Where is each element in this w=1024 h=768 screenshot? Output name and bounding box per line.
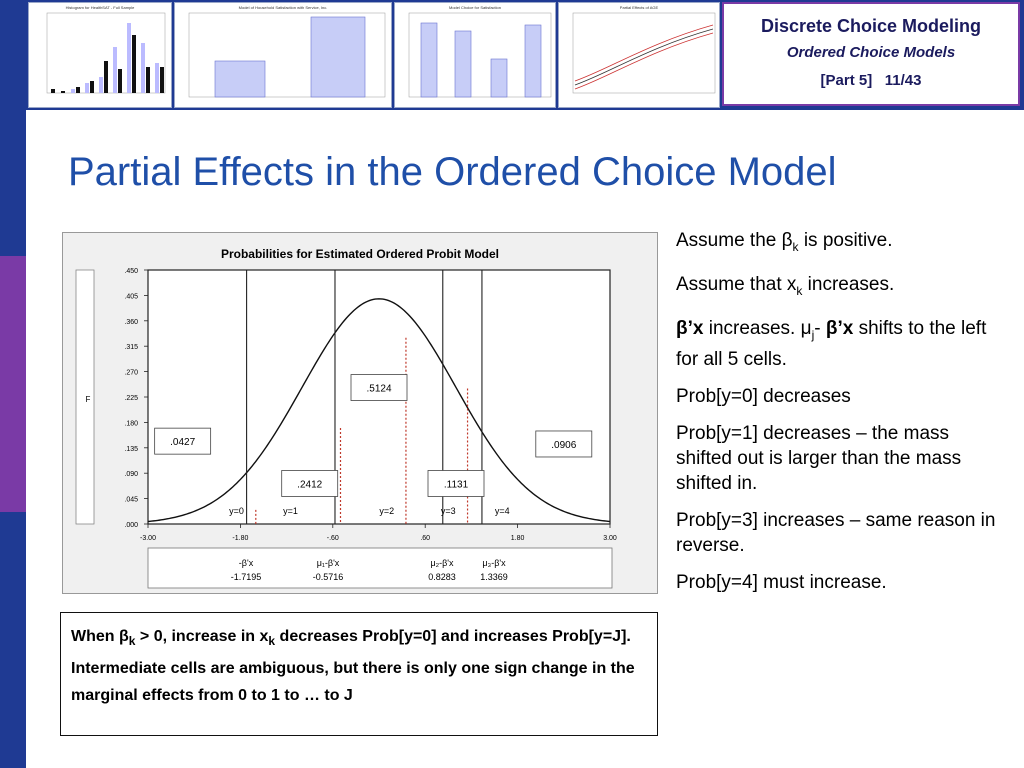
y-tick-label: .225 — [124, 395, 138, 402]
y-tick-label: .360 — [124, 319, 138, 326]
cell-label: y=2 — [379, 506, 394, 516]
threshold-label: μ₃-β'x — [482, 558, 506, 568]
y-tick-label: .405 — [124, 293, 138, 300]
cell-label: y=3 — [441, 506, 456, 516]
thumbnail-bar-chart — [408, 12, 552, 98]
cell-value-label: .1131 — [444, 479, 469, 490]
threshold-value: -0.5716 — [313, 572, 344, 582]
thumbnail-title: Model of Household Satisfaction with Ser… — [238, 5, 328, 10]
cell-label: y=4 — [495, 506, 510, 516]
y-tick-label: .045 — [124, 497, 138, 504]
density-curve — [147, 298, 611, 523]
text-run: shifts to the left for all 5 cells. — [676, 317, 987, 371]
threshold-label: -β'x — [239, 558, 254, 568]
text-run: - — [814, 317, 826, 339]
explanation-text: Assume the βk is positive. Assume that x… — [676, 228, 1006, 607]
deck-subtitle: Ordered Choice Models — [786, 44, 956, 61]
deck-part-page: [Part 5] 11/43 — [724, 72, 1018, 89]
cell-label: y=0 — [229, 506, 244, 516]
x-tick-label: -.60 — [327, 535, 339, 542]
threshold-legend-box — [147, 547, 613, 589]
explanation-line: Prob[y=4] must increase. — [676, 572, 887, 594]
x-tick-label: 3.00 — [603, 535, 617, 542]
thumbnail-model-choice: Model Choice for Satisfaction — [394, 2, 556, 108]
cell-value-box — [427, 470, 485, 497]
y-tick-label: .135 — [124, 446, 138, 453]
threshold-value: -1.7195 — [231, 572, 262, 582]
y-axis-label: F — [86, 395, 91, 404]
text-run: Assume the β — [676, 230, 793, 251]
deck-title-card: Discrete Choice Modeling Ordered Choice … — [722, 2, 1020, 106]
y-tick-label: .180 — [124, 420, 138, 427]
caption-text-b: > 0, increase in x — [135, 628, 269, 645]
slide-title: Partial Effects in the Ordered Choice Mo… — [68, 150, 837, 194]
caption-sub: k — [128, 634, 136, 649]
x-tick-label: -1.80 — [232, 535, 248, 542]
cell-value-box — [281, 470, 339, 497]
y-tick-label: .000 — [124, 522, 138, 529]
subscript: k — [792, 239, 799, 254]
cell-value-box — [154, 427, 212, 455]
deck-title: Discrete Choice Modeling — [760, 16, 982, 36]
left-stripe-middle — [0, 256, 26, 512]
left-stripe-top — [0, 0, 26, 256]
y-tick-label: .315 — [124, 344, 138, 351]
threshold-label: μ₂-β'x — [430, 558, 454, 568]
thumbnail-bar-chart — [188, 12, 386, 98]
cell-value-box — [350, 374, 408, 401]
text-bold: β’x — [825, 317, 854, 339]
caption-text-c: decreases Prob[y=0] — [275, 628, 437, 645]
text-run: is positive. — [798, 230, 893, 251]
cell-value-label: .0427 — [170, 437, 195, 448]
threshold-value: 0.8283 — [428, 572, 456, 582]
thumbnail-title: Histogram for HealthSAT - Full Sample — [65, 5, 135, 10]
y-tick-label: .450 — [124, 268, 138, 275]
ylabel-box — [75, 269, 95, 525]
cell-value-box — [535, 430, 593, 458]
caption-sub: k — [268, 634, 276, 649]
explanation-line: Assume that xk increases. — [676, 272, 1006, 304]
thumbnail-histogram: Histogram for HealthSAT - Full Sample — [28, 2, 172, 108]
caption-box: When βk > 0, increase in xk decreases Pr… — [60, 612, 658, 736]
y-tick-label: .090 — [124, 471, 138, 478]
explanation-line: Assume the βk is positive. — [676, 228, 1006, 260]
cell-label: y=1 — [283, 506, 298, 516]
explanation-line: Prob[y=3] increases – same reason in rev… — [676, 510, 996, 557]
page-number: 11/43 — [884, 72, 922, 89]
thumbnail-bar-chart — [46, 12, 166, 94]
thumbnail-line-chart — [572, 12, 716, 94]
chart-title: Probabilities for Estimated Ordered Prob… — [221, 247, 499, 261]
thumbnail-bar-model: Model of Household Satisfaction with Ser… — [174, 2, 392, 108]
text-run: Assume that x — [676, 273, 797, 295]
text-run: increases. — [802, 273, 895, 295]
x-tick-label: -3.00 — [140, 535, 156, 542]
thumbnail-title: Partial Effects of AGE — [619, 5, 659, 10]
text-bold: β’x — [676, 317, 704, 339]
cell-value-label: .5124 — [366, 384, 391, 395]
cell-value-label: .0906 — [551, 440, 576, 451]
explanation-line: Prob[y=0] decreases — [676, 386, 851, 408]
threshold-label: μ₁-β'x — [317, 558, 340, 568]
x-tick-label: 1.80 — [511, 535, 525, 542]
threshold-value: 1.3369 — [480, 572, 508, 582]
x-tick-label: .60 — [420, 535, 430, 542]
caption-text-a: When β — [71, 628, 129, 645]
thumbnail-title: Model Choice for Satisfaction — [448, 5, 502, 10]
cell-value-label: .2412 — [297, 479, 322, 490]
part-label: [Part 5] — [820, 72, 873, 89]
text-run: increases. μ — [703, 317, 812, 339]
y-tick-label: .270 — [124, 370, 138, 377]
probit-chart: Probabilities for Estimated Ordered Prob… — [75, 247, 617, 589]
thumbnail-partial-effects: Partial Effects of AGE — [558, 2, 720, 108]
subscript: k — [796, 283, 803, 298]
left-stripe-bottom — [0, 512, 26, 768]
subscript: j — [811, 327, 815, 342]
caption-text-rest: and increases Prob[y=J]. Intermediate ce… — [71, 628, 635, 705]
explanation-line: β’x increases. μj- β’x shifts to the lef… — [676, 316, 1006, 373]
explanation-line: Prob[y=1] decreases – the mass shifted o… — [676, 423, 962, 495]
